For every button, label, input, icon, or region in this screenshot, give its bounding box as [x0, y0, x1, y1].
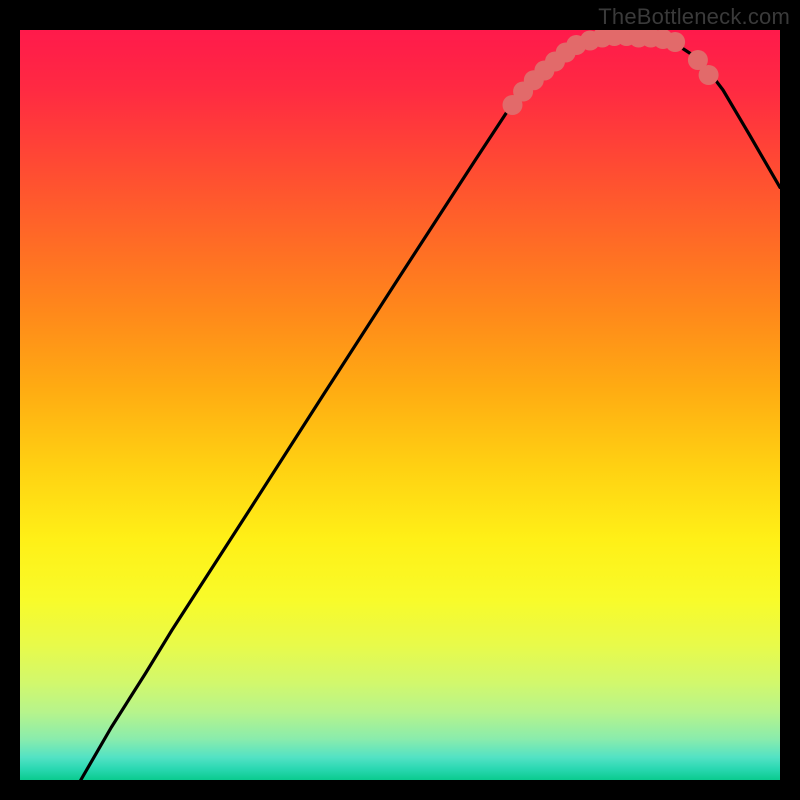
curve-marker: [665, 32, 685, 52]
curve-marker: [699, 65, 719, 85]
chart-container: TheBottleneck.com: [0, 0, 800, 800]
watermark-text: TheBottleneck.com: [598, 4, 790, 30]
plot-area: [20, 30, 780, 780]
gradient-rect: [20, 30, 780, 780]
gradient-background: [20, 30, 780, 780]
